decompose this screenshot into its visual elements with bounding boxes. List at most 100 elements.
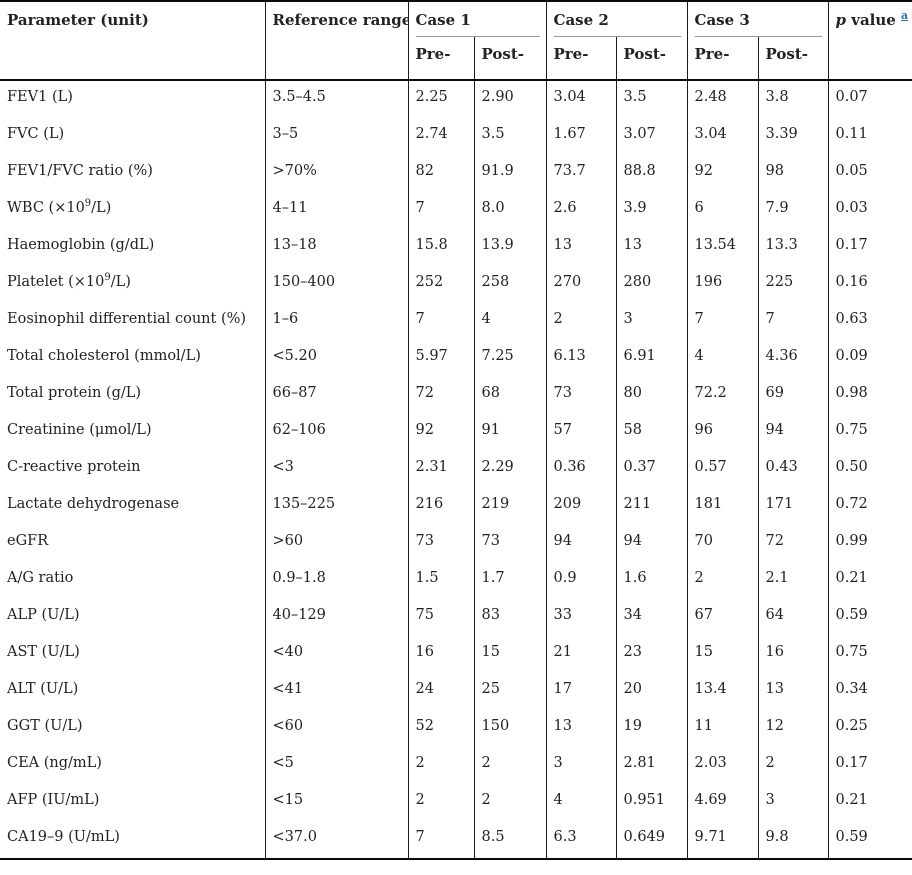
cell-ref: 135–225 — [264, 488, 408, 525]
cell-c2-pre: 2.6 — [545, 192, 616, 229]
cell-c1-post: 25 — [473, 673, 546, 710]
cell-ref: 3.5–4.5 — [264, 80, 408, 118]
cell-p: 0.17 — [827, 747, 912, 784]
cell-c3-post: 2.1 — [757, 562, 828, 599]
cell-p: 0.59 — [827, 821, 912, 859]
cell-c1-post: 7.25 — [473, 340, 546, 377]
cell-c2-pre: 6.13 — [545, 340, 616, 377]
cell-c1-pre: 52 — [407, 710, 474, 747]
cell-c3-pre: 70 — [686, 525, 758, 562]
parameter-cell: Total protein (g/L) — [0, 377, 265, 414]
parameter-label: C-reactive protein — [7, 459, 141, 475]
cell-c3-post: 13 — [757, 673, 828, 710]
cell-c2-pre: 0.9 — [545, 562, 616, 599]
cell-ref: 13–18 — [264, 229, 408, 266]
cell-c1-pre: 216 — [407, 488, 474, 525]
cell-c1-post: 258 — [473, 266, 546, 303]
cell-ref: 3–5 — [264, 118, 408, 155]
parameter-label: FVC (L) — [7, 126, 65, 142]
cell-c1-post: 2 — [473, 784, 546, 821]
cell-c1-pre: 7 — [407, 821, 474, 859]
cell-p: 0.34 — [827, 673, 912, 710]
cell-c1-pre: 82 — [407, 155, 474, 192]
cell-ref: <37.0 — [264, 821, 408, 859]
cell-c1-pre: 72 — [407, 377, 474, 414]
cell-c3-pre: 72.2 — [686, 377, 758, 414]
table-row: eGFR >60 73 73 94 94 70 72 0.99 — [0, 525, 912, 562]
cell-p: 0.25 — [827, 710, 912, 747]
footnote-a-link[interactable]: a — [901, 9, 909, 22]
parameter-cell: Lactate dehydrogenase — [0, 488, 265, 525]
parameter-cell: FEV1 (L) — [0, 80, 265, 118]
parameter-label: Total cholesterol (mmol/L) — [7, 348, 201, 364]
cell-c3-pre: 2.03 — [686, 747, 758, 784]
parameter-cell: C-reactive protein — [0, 451, 265, 488]
table-body: FEV1 (L) 3.5–4.5 2.25 2.90 3.04 3.5 2.48 3.8 0.0… — [0, 80, 912, 859]
cell-c2-post: 80 — [615, 377, 687, 414]
parameter-cell: A/G ratio — [0, 562, 265, 599]
cell-c3-post: 0.43 — [757, 451, 828, 488]
cell-ref: <41 — [264, 673, 408, 710]
parameter-cell: Platelet (×109/L) — [0, 266, 265, 303]
cell-p: 0.21 — [827, 784, 912, 821]
table-row: Total cholesterol (mmol/L) <5.20 5.97 7.25 6… — [0, 340, 912, 377]
table-row: CEA (ng/mL) <5 2 2 3 2.81 2.03 2 0.17 — [0, 747, 912, 784]
cell-ref: <5 — [264, 747, 408, 784]
cell-c2-post: 0.951 — [615, 784, 687, 821]
cell-c3-pre: 196 — [686, 266, 758, 303]
cell-c3-pre: 0.57 — [686, 451, 758, 488]
parameter-label: ALT (U/L) — [7, 681, 79, 697]
cell-c3-pre: 181 — [686, 488, 758, 525]
cell-p: 0.09 — [827, 340, 912, 377]
cell-c2-post: 0.37 — [615, 451, 687, 488]
cell-c3-pre: 92 — [686, 155, 758, 192]
cell-p: 0.05 — [827, 155, 912, 192]
col-header-case2: Case 2 — [545, 1, 687, 37]
cell-c3-post: 2 — [757, 747, 828, 784]
parameter-cell: AST (U/L) — [0, 636, 265, 673]
cell-c2-pre: 17 — [545, 673, 616, 710]
table-row: Eosinophil differential count (%) 1–6 7 4 2 3… — [0, 303, 912, 340]
cell-c1-post: 73 — [473, 525, 546, 562]
cell-c3-post: 3 — [757, 784, 828, 821]
cell-c3-post: 3.39 — [757, 118, 828, 155]
case2-label: Case 2 — [553, 12, 681, 37]
parameter-label: Platelet (×10 — [7, 274, 105, 290]
cell-c2-pre: 270 — [545, 266, 616, 303]
header-row-prepost: Pre- Post- Pre- Post- Pre- Post- — [0, 37, 912, 80]
cell-ref: >70% — [264, 155, 408, 192]
cell-c2-pre: 73.7 — [545, 155, 616, 192]
cell-c1-pre: 92 — [407, 414, 474, 451]
cell-p: 0.75 — [827, 636, 912, 673]
cell-c3-pre: 2 — [686, 562, 758, 599]
cell-ref: <3 — [264, 451, 408, 488]
table-row: ALT (U/L) <41 24 25 17 20 13.4 13 0.34 — [0, 673, 912, 710]
cell-c1-post: 2.29 — [473, 451, 546, 488]
cell-ref: >60 — [264, 525, 408, 562]
cell-c1-pre: 2.74 — [407, 118, 474, 155]
cell-c1-pre: 2 — [407, 784, 474, 821]
subheader-case1-post: Post- — [473, 37, 546, 80]
p-value-superscript: a — [901, 9, 909, 22]
cell-p: 0.21 — [827, 562, 912, 599]
cell-c2-pre: 3.04 — [545, 80, 616, 118]
table-row: C-reactive protein <3 2.31 2.29 0.36 0.37 0.57… — [0, 451, 912, 488]
cell-c1-post: 91 — [473, 414, 546, 451]
table-row: CA19–9 (U/mL) <37.0 7 8.5 6.3 0.649 9.71 9.8 0.5… — [0, 821, 912, 859]
cell-c3-post: 9.8 — [757, 821, 828, 859]
cell-c3-pre: 6 — [686, 192, 758, 229]
cell-c3-pre: 13.4 — [686, 673, 758, 710]
parameter-label: Lactate dehydrogenase — [7, 496, 180, 512]
cell-c1-pre: 7 — [407, 303, 474, 340]
cell-c3-pre: 11 — [686, 710, 758, 747]
parameter-superscript: 9 — [104, 272, 111, 284]
parameter-cell: Haemoglobin (g/dL) — [0, 229, 265, 266]
subheader-case3-post: Post- — [757, 37, 828, 80]
table-row: FVC (L) 3–5 2.74 3.5 1.67 3.07 3.04 3.39 0.11 — [0, 118, 912, 155]
parameter-cell: AFP (IU/mL) — [0, 784, 265, 821]
parameter-label: WBC (×10 — [7, 200, 85, 216]
cell-c3-post: 7.9 — [757, 192, 828, 229]
cell-ref: 66–87 — [264, 377, 408, 414]
table-row: AFP (IU/mL) <15 2 2 4 0.951 4.69 3 0.21 — [0, 784, 912, 821]
cell-c1-post: 8.0 — [473, 192, 546, 229]
